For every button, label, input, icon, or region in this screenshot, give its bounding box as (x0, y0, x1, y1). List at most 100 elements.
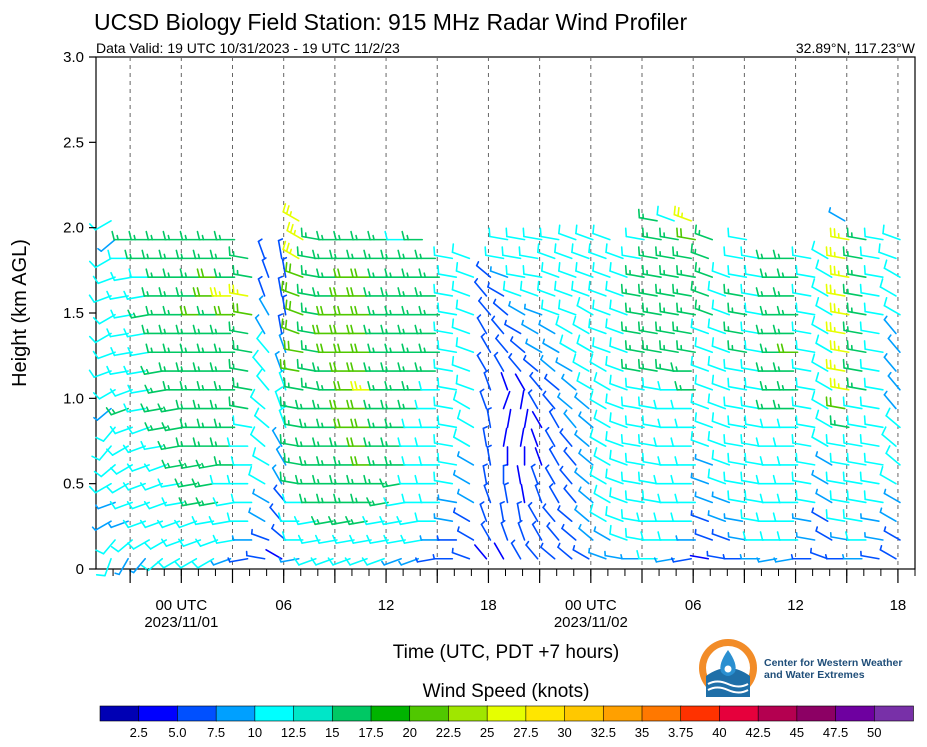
barb-half-feather (574, 505, 578, 511)
wind-barb (363, 474, 385, 485)
barb-half-feather (492, 298, 497, 304)
barb-staff (826, 479, 846, 485)
barb-feather (174, 478, 180, 488)
barb-feather (519, 280, 523, 291)
barb-half-feather (95, 504, 99, 510)
barb-feather (145, 268, 150, 278)
barb-feather (711, 374, 715, 385)
barb-half-feather (111, 409, 116, 415)
barb-feather (346, 287, 350, 297)
barb-staff (531, 523, 543, 541)
barb-feather (192, 287, 197, 297)
barb-staff (475, 264, 492, 278)
wind-barb (641, 415, 662, 429)
wind-barb (815, 372, 833, 391)
wind-barb (88, 257, 112, 269)
barb-staff (860, 329, 880, 335)
barb-feather (363, 324, 367, 335)
y-axis-ticks: 00.51.01.52.02.53.0 (63, 49, 96, 578)
wind-barb (476, 314, 488, 335)
barb-feather (192, 437, 197, 447)
barb-feather (637, 358, 641, 369)
barb-half-feather (97, 247, 103, 252)
barb-staff (456, 492, 475, 504)
barb-half-feather (145, 406, 150, 412)
wind-barb (380, 249, 402, 260)
barb-feather (759, 268, 764, 278)
barb-half-feather (146, 328, 150, 335)
wind-barb (522, 265, 543, 278)
barb-staff (621, 329, 641, 335)
barb-half-feather (184, 500, 188, 506)
barb-feather (624, 452, 628, 463)
barb-feather (350, 380, 354, 391)
barb-feather (727, 415, 730, 426)
wind-barb (755, 437, 778, 447)
barb-feather (825, 283, 828, 294)
barb-half-feather (197, 253, 201, 260)
barb-feather (502, 280, 506, 291)
barb-staff (113, 313, 133, 319)
barb-staff (126, 407, 146, 413)
barb-feather (350, 437, 354, 447)
barb-half-feather (257, 238, 263, 243)
wind-barb (161, 422, 185, 432)
barb-staff (727, 536, 748, 541)
wind-barb (256, 330, 270, 354)
barb-half-feather (150, 272, 154, 278)
barb-staff (605, 439, 624, 447)
barb-feather (178, 497, 184, 507)
wind-barb (624, 527, 645, 541)
barb-staff (572, 323, 590, 335)
wind-barb (863, 265, 884, 278)
wind-barb (333, 268, 355, 278)
barb-feather (283, 415, 286, 426)
barb-staff (707, 288, 727, 297)
barb-feather (641, 452, 645, 463)
barb-half-feather (578, 448, 582, 455)
barb-staff (625, 460, 645, 466)
wind-barb (196, 268, 219, 278)
barb-staff (864, 348, 884, 354)
wind-barb (397, 437, 419, 447)
barb-staff (847, 348, 867, 354)
barb-half-feather (811, 507, 815, 514)
barb-feather (609, 412, 612, 422)
barb-feather (772, 512, 777, 523)
barb-feather (283, 377, 286, 388)
barb-feather (825, 246, 828, 257)
barb-feather (845, 531, 849, 541)
wind-barb (506, 408, 512, 429)
barb-feather (157, 561, 165, 569)
wind-barb (842, 283, 863, 297)
barb-feather (859, 396, 862, 407)
wind-barb (110, 309, 133, 319)
x-tick-label: 00 UTC (565, 597, 617, 614)
barb-staff (883, 356, 897, 372)
barb-feather (92, 316, 101, 325)
wind-barb (828, 207, 846, 222)
cw3e-water-drop-logo-icon (699, 639, 757, 697)
wind-barb (95, 539, 116, 555)
barb-feather (209, 399, 214, 410)
barb-feather (162, 305, 167, 316)
barb-feather (354, 456, 358, 466)
barb-feather (208, 516, 214, 526)
wind-barb (452, 507, 471, 523)
barb-feather (110, 271, 116, 282)
barb-staff (621, 479, 641, 485)
barb-half-feather (887, 334, 892, 340)
barb-staff (148, 464, 168, 472)
barb-feather (140, 365, 146, 375)
barb-staff (830, 498, 850, 504)
wind-barb (559, 334, 577, 354)
wind-barb (191, 478, 215, 488)
barb-feather (672, 246, 675, 257)
wind-barb (363, 437, 385, 447)
barb-half-feather (415, 557, 419, 563)
wind-barb (755, 249, 778, 260)
barb-feather (232, 265, 235, 275)
barb-half-feather (548, 445, 554, 451)
wind-barb (226, 474, 249, 485)
barb-staff (451, 288, 471, 297)
